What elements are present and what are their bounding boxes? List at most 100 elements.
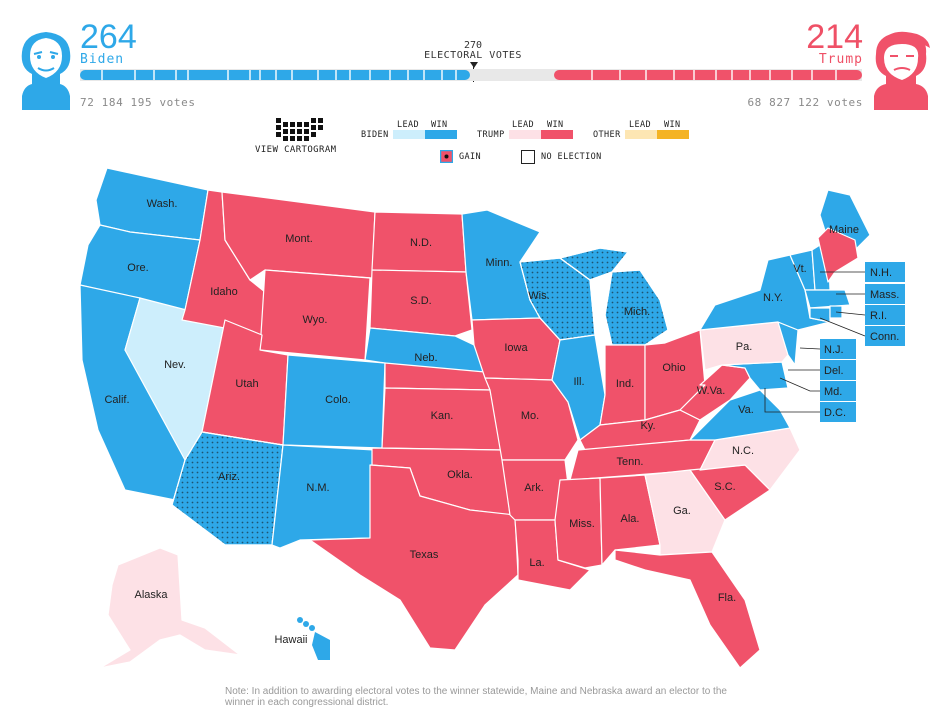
label-wv: W.Va. [697, 385, 726, 397]
label-nv: Nev. [164, 359, 186, 371]
legend-other-lead-label: LEAD [629, 120, 652, 130]
label-mt: Mont. [285, 233, 313, 245]
label-fl: Fla. [718, 592, 736, 604]
label-id: Idaho [210, 286, 238, 298]
legend-biden-win-swatch [425, 130, 457, 139]
gain-label: GAIN [459, 152, 482, 162]
trump-portrait-icon [874, 31, 930, 110]
label-ia: Iowa [504, 342, 528, 354]
label-nd: N.D. [410, 237, 432, 249]
label-me: Maine [829, 224, 859, 236]
biden-popular-votes: 72 184 195 votes [80, 96, 196, 109]
label-va: Va. [738, 404, 754, 416]
biden-electoral-count: 264 [80, 18, 137, 56]
callout-nh[interactable]: N.H. [865, 262, 905, 282]
legend-other-win-swatch [657, 130, 689, 139]
view-cartogram-link[interactable]: VIEW CARTOGRAM [255, 145, 337, 155]
callout-dc-label: D.C. [824, 407, 846, 419]
label-or: Ore. [127, 262, 148, 274]
biden-name: Biden [80, 52, 125, 67]
ev-bar-trump [554, 70, 862, 80]
label-hi: Hawaii [274, 634, 307, 646]
label-pa: Pa. [736, 341, 753, 353]
callout-leaders [764, 271, 866, 413]
electoral-vote-bar [80, 69, 862, 81]
callout-de-label: Del. [824, 365, 844, 377]
state-ak[interactable] [99, 547, 241, 669]
label-la: La. [529, 557, 544, 569]
callout-nj-label: N.J. [824, 344, 844, 356]
label-ne: Neb. [414, 352, 437, 364]
legend-biden-lead-swatch [393, 130, 425, 139]
label-vt: Vt. [793, 263, 806, 275]
legend-trump-lead-swatch [509, 130, 541, 139]
label-mi: Mich. [624, 306, 650, 318]
label-tn: Tenn. [617, 456, 644, 468]
label-nc: N.C. [732, 445, 754, 457]
label-ks: Kan. [431, 410, 454, 422]
state-tx[interactable] [309, 464, 519, 651]
ev-bar-biden [80, 70, 470, 80]
legend-other-win-label: WIN [664, 120, 681, 130]
label-ga: Ga. [673, 505, 691, 517]
label-co: Colo. [325, 394, 351, 406]
label-ar: Ark. [524, 482, 544, 494]
legend-other-name: OTHER [593, 130, 621, 140]
state-sd[interactable] [369, 269, 473, 337]
cartogram-icon[interactable] [274, 116, 326, 144]
label-ms: Miss. [569, 518, 595, 530]
label-ky: Ky. [640, 420, 655, 432]
state-fl[interactable] [614, 549, 761, 669]
legend-trump-win-label: WIN [547, 120, 564, 130]
trump-name: Trump [818, 52, 863, 67]
trump-popular-votes: 68 827 122 votes [747, 96, 863, 109]
label-sc: S.C. [714, 481, 735, 493]
callout-nh-label: N.H. [870, 267, 892, 279]
biden-portrait-icon [21, 32, 71, 110]
label-wy: Wyo. [303, 314, 328, 326]
label-ok: Okla. [447, 469, 473, 481]
label-sd: S.D. [410, 295, 431, 307]
callout-md[interactable]: Md. [820, 381, 856, 401]
us-election-map: Wash. Ore. Calif. Nev. Idaho Mont. Wyo. … [79, 167, 905, 669]
legend-trump-lead-label: LEAD [512, 120, 535, 130]
label-az: Ariz. [218, 471, 240, 483]
callout-ri-label: R.I. [870, 310, 887, 322]
callout-md-label: Md. [824, 386, 842, 398]
callout-ri[interactable]: R.I. [865, 305, 905, 325]
label-mn: Minn. [486, 257, 513, 269]
no-election-label: NO ELECTION [541, 152, 602, 162]
label-wa: Wash. [147, 198, 178, 210]
state-ma[interactable] [804, 289, 851, 309]
label-ak: Alaska [134, 589, 168, 601]
callout-de[interactable]: Del. [820, 360, 856, 380]
label-nm: N.M. [306, 482, 329, 494]
state-me-district[interactable] [817, 227, 859, 283]
trump-electoral-count: 214 [806, 18, 863, 56]
threshold-number: 270 [463, 40, 483, 51]
callout-dc[interactable]: D.C. [820, 402, 856, 422]
label-mo: Mo. [521, 410, 539, 422]
label-tx: Texas [410, 549, 439, 561]
no-election-swatch [521, 150, 535, 164]
state-nm[interactable] [271, 444, 376, 549]
label-ca: Calif. [104, 394, 129, 406]
label-wi: Wis. [528, 290, 549, 302]
legend-other-lead-swatch [625, 130, 657, 139]
legend-biden-lead-label: LEAD [397, 120, 420, 130]
label-al: Ala. [621, 513, 640, 525]
label-il: Ill. [574, 376, 585, 388]
threshold-marker-icon [470, 62, 478, 68]
label-ny: N.Y. [763, 292, 783, 304]
callout-ct[interactable]: Conn. [865, 326, 905, 346]
callout-ma-label: Mass. [870, 289, 899, 301]
threshold-label: ELECTORAL VOTES [424, 50, 522, 61]
callout-nj[interactable]: N.J. [820, 339, 856, 359]
label-oh: Ohio [662, 362, 685, 374]
legend-biden-win-label: WIN [431, 120, 448, 130]
state-hi[interactable] [297, 617, 330, 660]
state-al[interactable] [599, 474, 661, 566]
gain-icon [440, 150, 453, 163]
label-in: Ind. [616, 378, 634, 390]
callout-ma[interactable]: Mass. [865, 284, 905, 304]
